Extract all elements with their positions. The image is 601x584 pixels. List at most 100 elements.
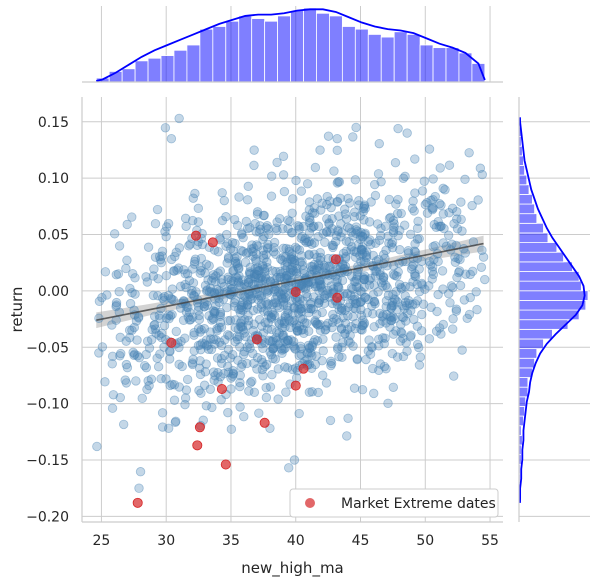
data-point: [288, 317, 298, 327]
data-point: [433, 289, 443, 300]
data-point: [340, 329, 350, 339]
data-point: [416, 326, 427, 336]
data-point: [150, 218, 161, 229]
data-point: [259, 306, 269, 316]
data-point: [262, 257, 272, 267]
data-point: [183, 312, 193, 322]
data-point: [307, 208, 318, 218]
data-point: [148, 271, 159, 281]
data-point: [435, 163, 445, 173]
data-point: [228, 266, 239, 276]
x-tick-label: 30: [157, 533, 175, 549]
data-point: [278, 151, 289, 161]
data-point: [434, 221, 444, 232]
data-point: [256, 302, 267, 313]
data-point: [307, 351, 317, 361]
data-point: [125, 332, 135, 343]
data-point: [434, 199, 445, 209]
data-point: [122, 255, 132, 265]
data-point: [215, 337, 225, 347]
y-kde-curve: [519, 117, 586, 503]
data-point: [340, 328, 350, 339]
data-point: [397, 312, 408, 322]
data-point: [300, 233, 310, 244]
data-point: [253, 265, 263, 276]
data-point: [471, 287, 481, 297]
data-point: [322, 227, 332, 238]
data-point: [374, 365, 384, 376]
data-point: [196, 344, 206, 355]
data-point: [351, 225, 361, 235]
data-point: [147, 325, 157, 335]
data-point: [215, 311, 225, 321]
data-point: [278, 332, 288, 342]
data-point: [380, 333, 390, 343]
data-point: [239, 328, 249, 338]
data-point: [449, 219, 459, 229]
data-point: [287, 309, 298, 319]
data-point: [102, 290, 112, 300]
data-point: [362, 247, 372, 257]
extreme-point: [207, 237, 218, 248]
data-point: [301, 211, 311, 221]
data-point: [332, 145, 342, 156]
data-point: [278, 243, 289, 253]
data-point: [238, 305, 248, 316]
data-point: [280, 260, 290, 271]
data-point: [152, 353, 162, 363]
data-point: [100, 377, 110, 387]
data-point: [172, 265, 182, 275]
data-point: [197, 239, 208, 250]
data-point: [114, 241, 125, 251]
data-point: [392, 297, 403, 307]
data-point: [219, 195, 229, 206]
data-point: [310, 162, 321, 173]
data-point: [283, 335, 293, 346]
data-point: [309, 249, 319, 259]
data-point: [388, 227, 399, 238]
data-point: [343, 336, 354, 346]
data-point: [235, 318, 246, 328]
data-point: [258, 343, 268, 354]
data-point: [424, 334, 435, 344]
data-point: [364, 280, 375, 290]
data-point: [241, 248, 252, 259]
data-point: [320, 290, 330, 301]
data-point: [426, 195, 436, 206]
y-histogram-bar: [518, 415, 524, 427]
data-point: [295, 304, 305, 315]
data-point: [244, 274, 254, 285]
data-point: [271, 333, 281, 343]
data-point: [341, 252, 351, 262]
data-point: [388, 216, 399, 226]
data-point: [453, 267, 464, 278]
data-point: [338, 337, 348, 348]
data-point: [181, 221, 191, 231]
data-point: [356, 256, 366, 267]
data-point: [283, 314, 294, 324]
data-point: [245, 262, 256, 272]
data-point: [300, 318, 310, 328]
data-point: [231, 258, 241, 268]
data-point: [313, 387, 323, 398]
data-point: [121, 359, 132, 370]
data-point: [216, 322, 227, 333]
data-point: [291, 175, 301, 186]
y-histogram-bar: [518, 338, 544, 350]
data-point: [359, 215, 369, 225]
data-point: [364, 217, 375, 227]
data-point: [356, 324, 366, 335]
data-point: [355, 234, 366, 244]
data-point: [292, 263, 302, 274]
data-point: [287, 364, 298, 375]
data-point: [287, 249, 297, 259]
data-point: [289, 455, 300, 465]
data-point: [107, 351, 118, 362]
data-point: [251, 256, 261, 266]
data-point: [358, 320, 368, 331]
data-point: [358, 315, 368, 325]
data-point: [320, 263, 331, 273]
data-point: [357, 287, 367, 297]
data-point: [345, 330, 355, 341]
data-point: [149, 264, 159, 274]
